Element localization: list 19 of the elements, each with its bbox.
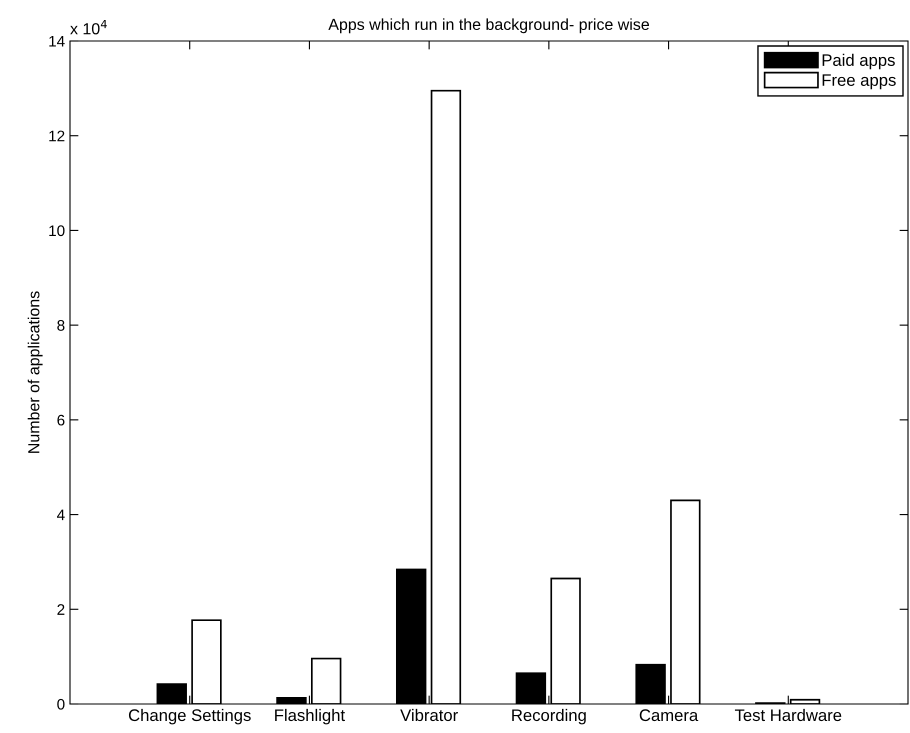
y-tick-label: 4: [56, 510, 65, 520]
y-tick-label: 10: [49, 225, 65, 236]
x-tick-label: Flashlight: [275, 708, 345, 724]
legend-label: Paid apps: [822, 54, 895, 70]
y-tick-label: 14: [49, 36, 65, 47]
x-tick-label: Recording: [512, 708, 586, 724]
y-tick-label: 6: [57, 414, 64, 426]
y-tick-label: 2: [57, 604, 64, 615]
y-tick-label: 12: [49, 130, 64, 142]
legend-label: Free apps: [822, 74, 896, 90]
x-tick-label: Change Settings: [128, 708, 251, 724]
text: x 10$^{4}$: [70, 20, 107, 34]
y-tick-label: 8: [57, 320, 64, 331]
x-tick-label: Camera: [640, 709, 698, 722]
x-tick-label: Vibrator: [400, 708, 458, 722]
y-tick-label: 0: [57, 698, 65, 710]
x-tick-label: Test Hardware: [734, 708, 842, 722]
y-axis-title: Number of applications: [28, 291, 43, 453]
chart-title: Apps which run in the background- price wise: [328, 18, 649, 34]
